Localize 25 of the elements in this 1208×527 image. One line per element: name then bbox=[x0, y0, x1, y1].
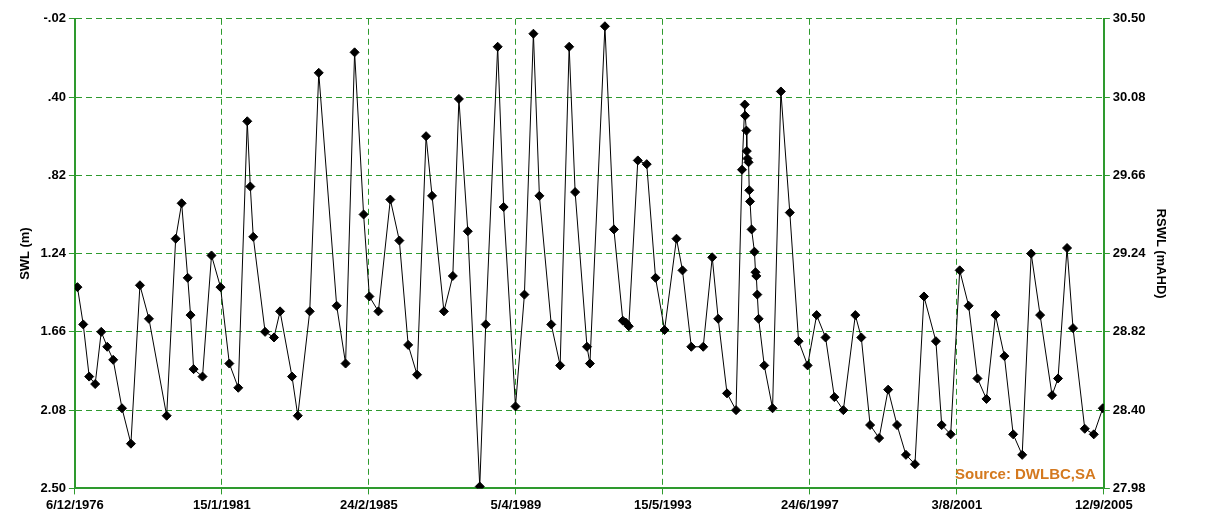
x-tick-label: 15/1/1981 bbox=[192, 496, 251, 512]
y2-axis-title: RSWL (mAHD) bbox=[1153, 208, 1169, 299]
y2-tick-label: 30.50 bbox=[1112, 10, 1146, 26]
x-tick-label: 5/4/1989 bbox=[490, 496, 542, 512]
annotation: Source: DWLBC,SA bbox=[955, 465, 1097, 483]
y-tick-label: .82 bbox=[47, 166, 66, 182]
y-axis-title: SWL (m) bbox=[17, 227, 33, 280]
y-tick-label: -.02 bbox=[43, 10, 66, 26]
y2-tick-label: 28.82 bbox=[1112, 323, 1146, 339]
y-tick-label: 1.66 bbox=[40, 323, 66, 339]
y-tick-label: 1.24 bbox=[40, 245, 67, 261]
x-tick-label: 6/12/1976 bbox=[45, 496, 104, 512]
x-tick-label: 3/8/2001 bbox=[931, 496, 983, 512]
x-tick-label: 24/2/1985 bbox=[339, 496, 398, 512]
y-tick-label: .40 bbox=[47, 88, 66, 104]
y2-tick-label: 28.40 bbox=[1112, 401, 1146, 417]
x-tick-label: 24/6/1997 bbox=[780, 496, 839, 512]
y2-tick-label: 29.24 bbox=[1112, 245, 1147, 261]
x-tick-label: 12/9/2005 bbox=[1074, 496, 1133, 512]
y-tick-label: 2.50 bbox=[40, 479, 66, 495]
y2-tick-label: 29.66 bbox=[1112, 166, 1146, 182]
y2-tick-label: 27.98 bbox=[1112, 479, 1146, 495]
y-tick-label: 2.08 bbox=[40, 401, 66, 417]
y2-tick-label: 30.08 bbox=[1112, 88, 1146, 104]
x-tick-label: 15/5/1993 bbox=[633, 496, 692, 512]
